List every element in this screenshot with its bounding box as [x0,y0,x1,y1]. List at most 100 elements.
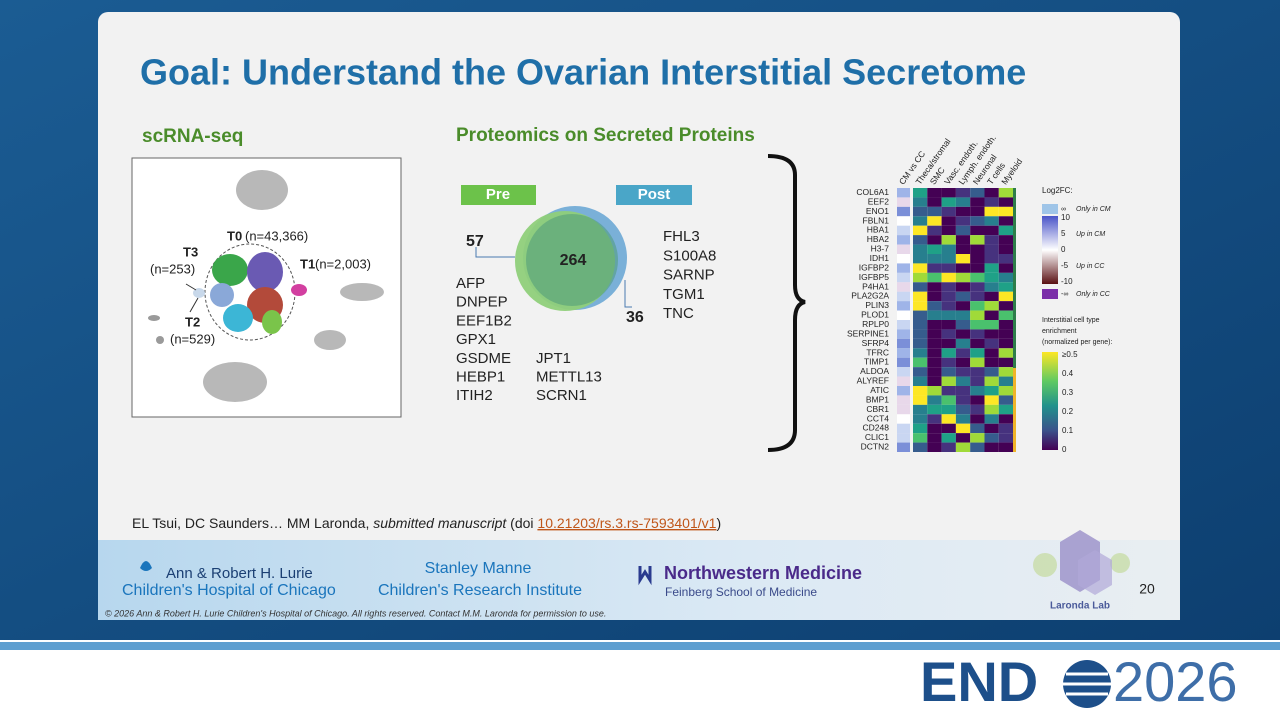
heatmap-cell [955,395,971,405]
legend-tick: 0.4 [1062,369,1074,378]
heatmap-cell [984,216,999,226]
heatmap-cell [913,291,928,302]
legend-text: Only in CM [1076,206,1111,213]
heatmap-row-label: H3-7 [871,244,890,254]
heatmap-cell [913,301,928,311]
heatmap-cell [927,254,942,264]
heatmap-cell [955,235,971,245]
heatmap-cell [955,291,971,302]
heatmap-cell [970,282,985,292]
heatmap-cell [970,225,985,236]
heatmap-cell [897,423,910,434]
heatmap-cell [970,320,985,330]
heatmap-cell [941,348,956,358]
heatmap-row-label: BMP1 [866,394,889,404]
heatmap-row-label: CCT4 [867,413,889,423]
heatmap-row-label: CLIC1 [865,432,889,442]
heatmap-cell [970,338,985,349]
heatmap-cell [998,423,1014,434]
heatmap-cell [984,225,999,236]
heatmap-cell [897,263,910,273]
heatmap-cell [998,376,1014,386]
heatmap-cell [970,348,985,358]
heatmap-cell [897,442,910,452]
heatmap-cell [913,244,928,254]
heatmap-cell [955,254,971,264]
heatmap-cell [913,197,928,207]
legend-tick: 0.2 [1062,407,1074,416]
lab-logo [1033,530,1130,595]
heatmap-cell [984,376,999,386]
heatmap-cell [955,244,971,254]
heatmap-cell [998,442,1014,452]
heatmap-cell [998,357,1014,368]
post-label: Post [638,186,671,203]
heatmap-cell [955,225,971,236]
heatmap-cell [955,206,971,217]
heatmap-cell [970,414,985,424]
heatmap-cell [970,301,985,311]
logo-text: Ann & Robert H. Lurie [166,565,313,582]
banner-stripe [0,642,1280,650]
pre-gene: METTL13 [536,368,602,385]
legend-swatch [1042,289,1058,299]
heatmap-cell [897,291,910,302]
heatmap-cell [941,216,956,226]
heatmap-cell [984,254,999,264]
heatmap-cell [998,197,1014,207]
post-gene: S100A8 [663,247,716,264]
heatmap-cell [897,216,910,226]
heatmap-cell [913,367,928,377]
legend-tick: 5 [1061,229,1066,238]
cluster-name: T2 [185,314,200,329]
pre-only-count: 57 [466,233,484,250]
nm-icon [638,566,652,586]
heatmap-cell [984,206,999,217]
heatmap-cell [984,395,999,405]
heatmap-cell [984,282,999,292]
heatmap-row-label: ALYREF [857,376,889,386]
heatmap-row-label: TFRC [866,347,889,357]
heatmap-cell [913,206,928,217]
heatmap-cell [927,301,942,311]
heatmap-cell [998,386,1014,396]
heatmap-cell [970,329,985,339]
heatmap-cell [927,216,942,226]
heatmap-cell [955,216,971,226]
heatmap-cell [984,338,999,349]
heatmap-cell [941,414,956,424]
logo-text: Northwestern Medicine [664,563,862,583]
heatmap-cell [941,254,956,264]
heatmap-cell [927,395,942,405]
heatmap-cell [998,433,1014,443]
citation-part: EL Tsui, DC Saunders… MM Laronda, [132,515,373,531]
heatmap-row-label: PLA2G2A [851,291,889,301]
pre-gene: GPX1 [456,331,496,348]
lurie-icon [140,561,152,571]
pre-gene: AFP [456,275,485,292]
heatmap-cell [998,272,1014,283]
citation-part[interactable]: 10.21203/rs.3.rs-7593401/v1 [537,515,716,531]
heatmap-cell [998,414,1014,424]
heatmap-cell [927,188,942,198]
heatmap-cell [927,225,942,236]
heatmap-cell [927,310,942,320]
heatmap-cell [913,395,928,405]
heatmap-cell [941,272,956,283]
legend-tick: 0.3 [1062,388,1074,397]
heatmap-cell [897,244,910,254]
pre-gene: HEBP1 [456,368,505,385]
heatmap-row-label: FBLN1 [863,215,890,225]
heatmap-cell [998,235,1014,245]
post-gene: TGM1 [663,286,705,303]
shared-count: 264 [560,252,587,269]
citation: EL Tsui, DC Saunders… MM Laronda, submit… [132,515,721,531]
cluster-count: (n=529) [170,331,215,346]
heatmap-cell [913,329,928,339]
cluster-name: T0 [227,228,242,243]
pre-gene: GSDME [456,350,511,367]
heatmap-cell [970,244,985,254]
heatmap-cell [913,442,928,452]
heatmap-cell [927,386,942,396]
heatmap-cell [927,423,942,434]
